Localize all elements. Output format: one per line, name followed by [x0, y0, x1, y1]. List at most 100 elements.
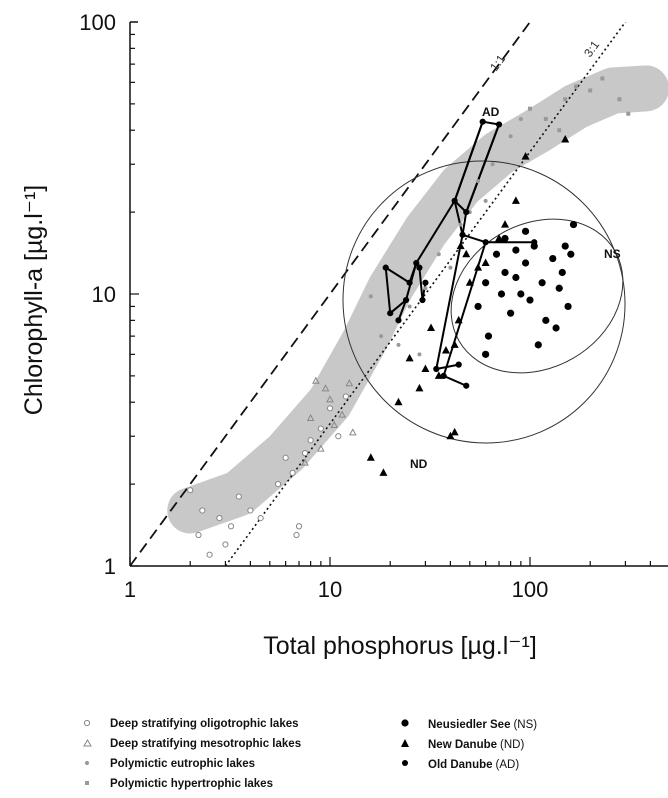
- data-point: [561, 134, 570, 143]
- data-point: [406, 279, 413, 286]
- data-point: [335, 433, 342, 440]
- data-point: [338, 410, 346, 418]
- small-dot-icon: [80, 758, 94, 770]
- data-point: [490, 162, 495, 167]
- old-danube-link: [385, 266, 411, 284]
- data-point: [483, 198, 488, 203]
- legend-label: Neusiedler See: [428, 718, 511, 731]
- data-point: [326, 405, 334, 412]
- data-point: [463, 209, 470, 216]
- data-point: [495, 233, 504, 242]
- legend-abbr: (NS): [513, 718, 538, 731]
- data-point: [423, 286, 428, 291]
- data-point: [433, 365, 440, 373]
- data-point: [317, 444, 325, 452]
- data-point: [206, 551, 213, 558]
- data-point: [216, 515, 223, 522]
- data-point: [558, 268, 566, 277]
- y-tick-label: 10: [92, 282, 116, 307]
- legend: Deep stratifying oligotrophic lakes Deep…: [0, 712, 668, 798]
- annotation-ad: AD: [482, 105, 500, 119]
- data-point: [195, 531, 202, 539]
- data-point: [481, 258, 490, 267]
- small-square-icon: [80, 778, 94, 790]
- old-danube-link: [435, 234, 464, 370]
- data-point: [451, 197, 458, 204]
- data-point: [476, 179, 481, 184]
- old-danube-link: [453, 200, 464, 236]
- data-point: [495, 121, 503, 128]
- legend-abbr: (AD): [495, 758, 520, 771]
- x-tick-label: 1: [124, 577, 136, 602]
- data-point: [512, 246, 520, 254]
- data-point: [289, 469, 296, 476]
- data-point: [518, 116, 523, 121]
- data-point: [521, 227, 530, 235]
- open-circle-icon: [80, 718, 94, 730]
- data-point: [563, 97, 568, 102]
- y-tick-label: 100: [79, 10, 116, 35]
- data-point: [552, 324, 560, 332]
- old-danube-link: [415, 200, 456, 264]
- legend-item-neusiedler: Neusiedler See (NS): [398, 718, 537, 731]
- data-point: [416, 264, 423, 271]
- data-point: [549, 254, 557, 263]
- data-point: [235, 493, 242, 500]
- data-point: [417, 352, 422, 357]
- data-point: [227, 523, 235, 530]
- data-point: [321, 384, 330, 392]
- data-point: [421, 364, 430, 372]
- data-point: [342, 393, 349, 400]
- old-danube-link: [462, 233, 486, 244]
- data-point: [463, 382, 470, 389]
- data-point: [366, 453, 375, 461]
- data-point: [543, 116, 548, 121]
- x-axis-title: Total phosphorus [µg.l⁻¹]: [263, 632, 537, 660]
- data-point: [617, 97, 622, 102]
- data-point: [317, 425, 324, 432]
- old-danube-link: [461, 211, 468, 236]
- legend-item-new-danube: New Danube (ND): [398, 738, 524, 751]
- data-point: [479, 118, 486, 125]
- data-point: [413, 259, 420, 267]
- data-point: [396, 342, 401, 347]
- data-point: [394, 397, 403, 406]
- data-point: [282, 454, 289, 461]
- old-danube-link: [418, 267, 424, 301]
- data-point: [368, 294, 373, 299]
- data-point: [501, 220, 510, 228]
- legend-item-eutrophic: Polymictic eutrophic lakes: [80, 758, 255, 770]
- legend-item-mesotrophic: Deep stratifying mesotrophic lakes: [80, 738, 301, 750]
- data-point: [574, 84, 579, 89]
- data-point: [407, 304, 412, 309]
- data-point: [626, 111, 631, 116]
- data-point: [538, 279, 546, 287]
- data-point: [497, 290, 506, 298]
- filled-circle-icon: [398, 718, 412, 731]
- data-point: [448, 265, 453, 270]
- data-point: [301, 450, 309, 457]
- data-point: [274, 481, 282, 488]
- data-point: [387, 310, 394, 317]
- legend-abbr: (ND): [500, 738, 525, 751]
- legend-item-hypertrophic: Polymictic hypertrophic lakes: [80, 778, 273, 790]
- data-point: [306, 413, 315, 422]
- old-danube-link: [397, 299, 407, 321]
- data-point: [454, 315, 463, 324]
- data-point: [312, 376, 320, 384]
- annotation-nd: ND: [410, 457, 428, 471]
- data-point: [555, 284, 563, 292]
- data-point: [415, 383, 424, 392]
- legend-item-oligotrophic: Deep stratifying oligotrophic lakes: [80, 718, 299, 730]
- data-point: [512, 273, 520, 282]
- old-danube-link: [443, 374, 467, 387]
- data-point: [561, 242, 569, 250]
- data-point: [222, 541, 229, 548]
- data-point: [542, 316, 550, 324]
- old-danube-link: [465, 124, 500, 213]
- x-tick-label: 100: [512, 577, 549, 602]
- data-point: [521, 259, 530, 267]
- legend-item-old-danube: Old Danube (AD): [398, 758, 519, 771]
- data-point: [508, 134, 513, 139]
- data-point: [507, 309, 515, 317]
